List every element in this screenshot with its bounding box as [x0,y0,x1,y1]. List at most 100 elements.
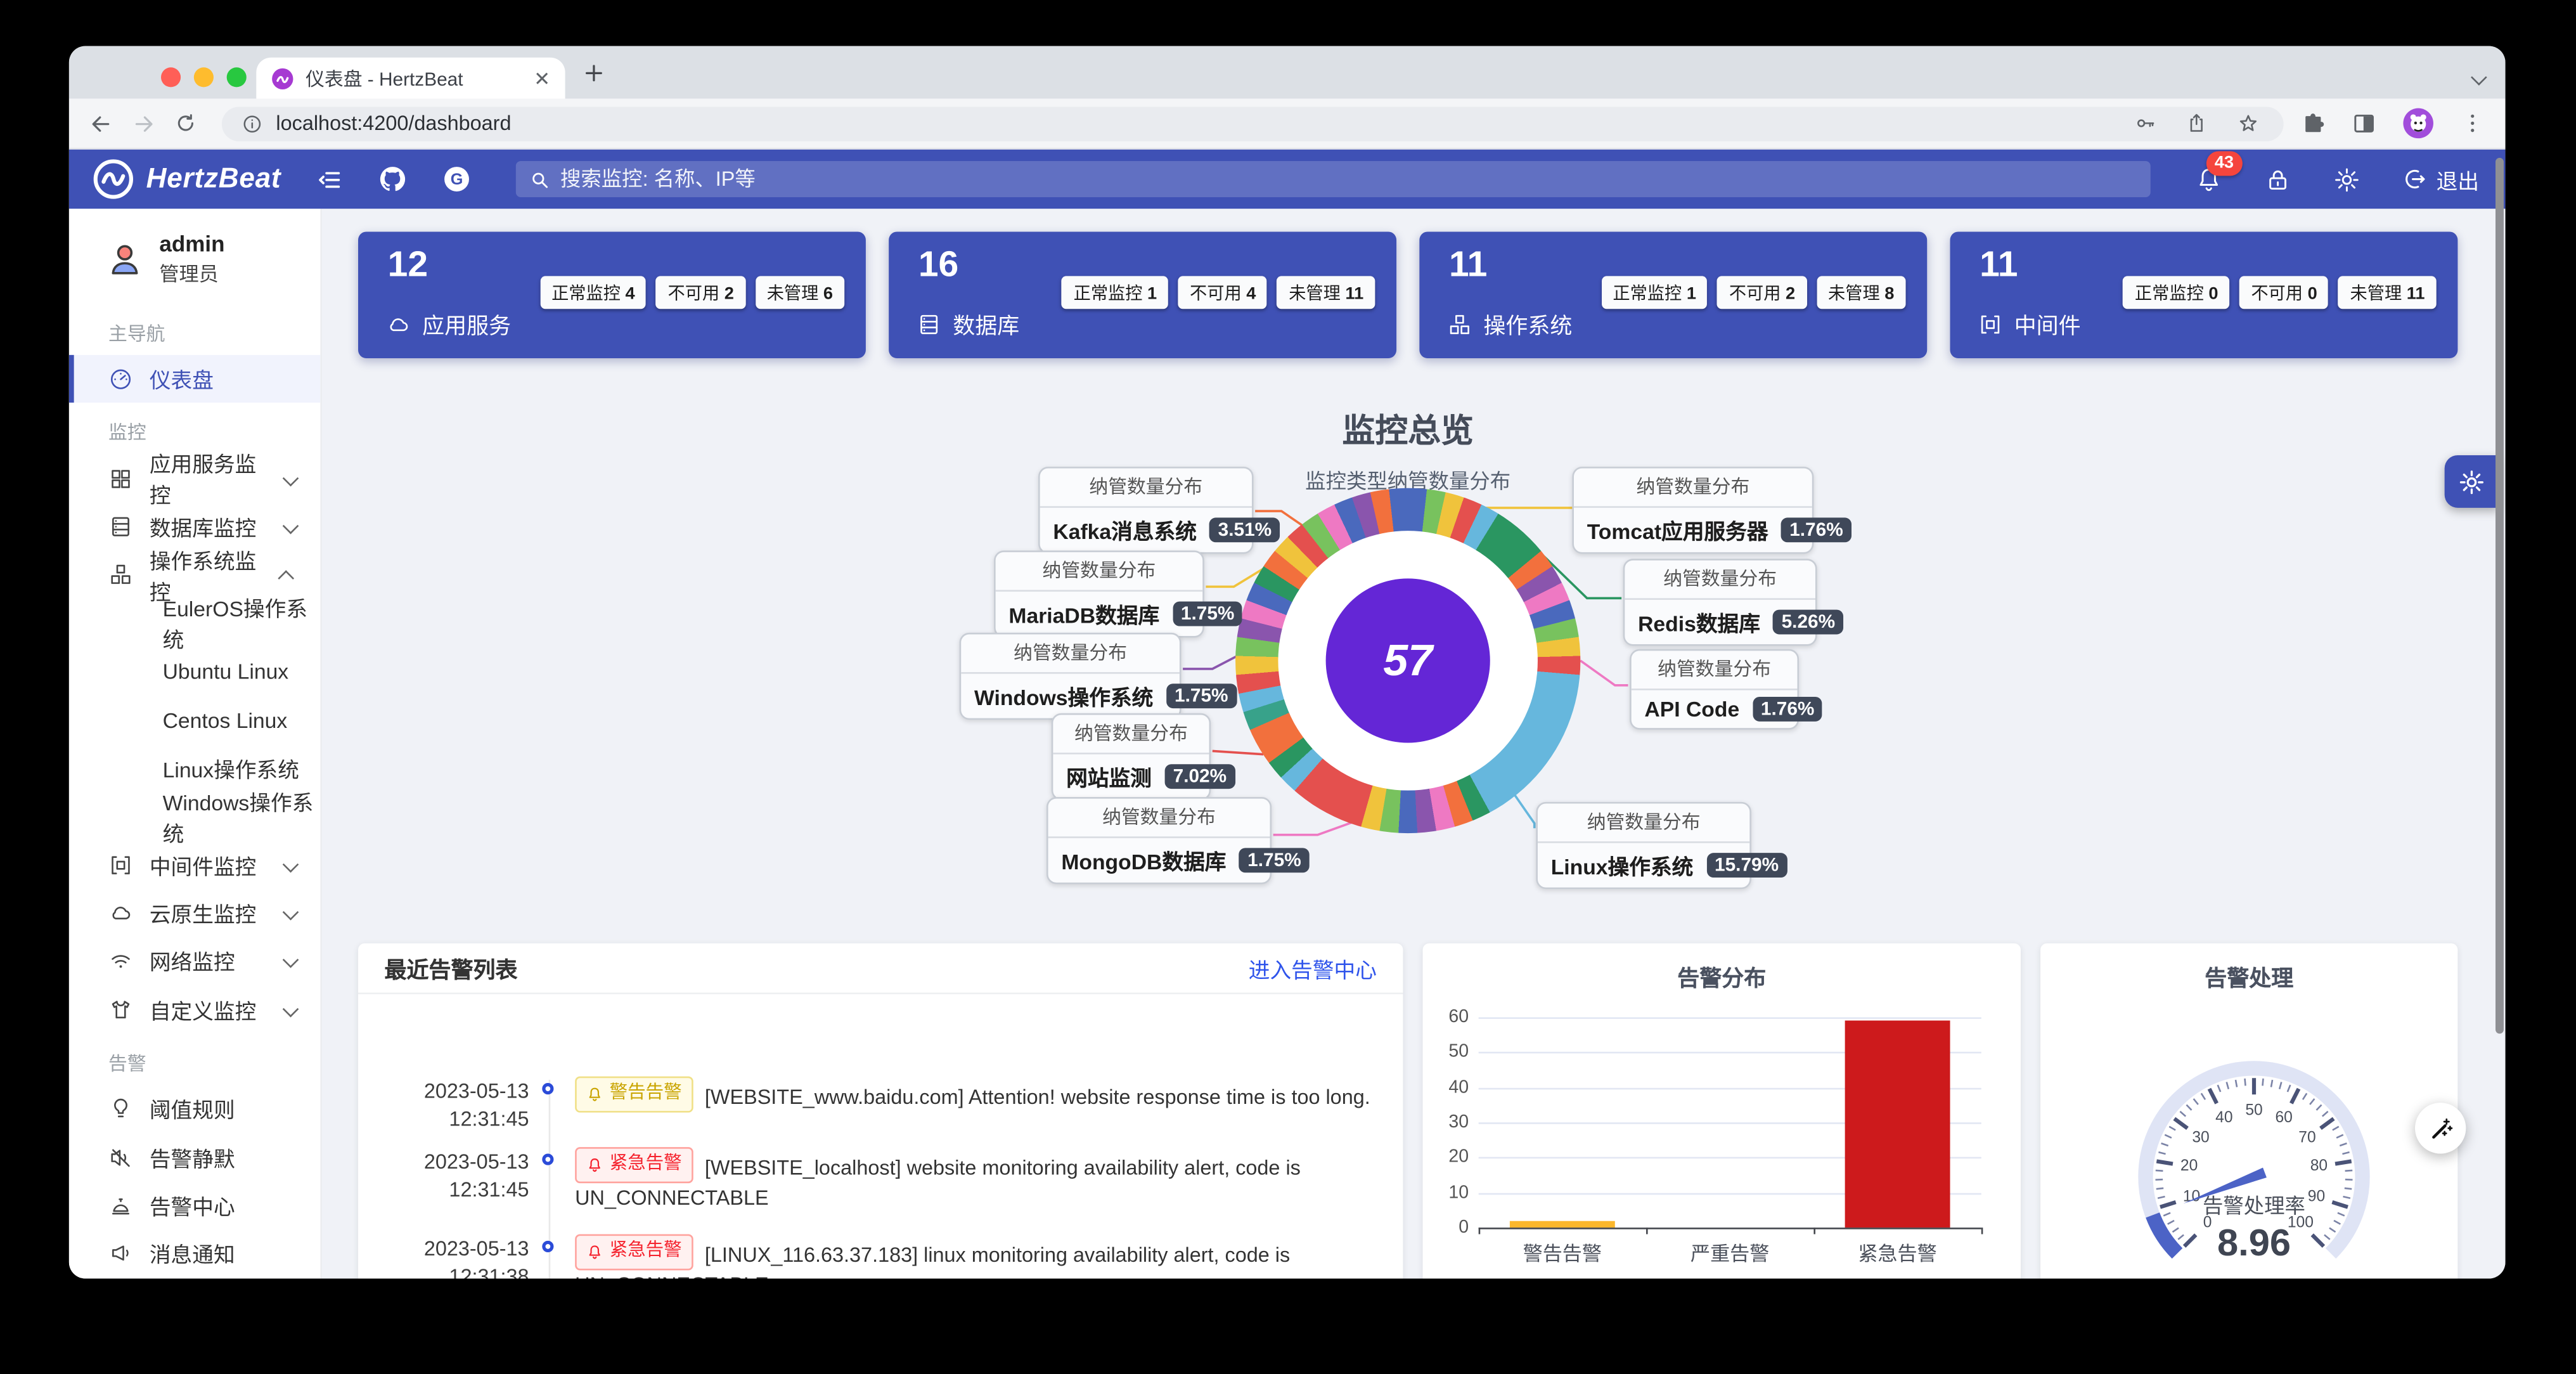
search-input[interactable] [560,167,2138,191]
gauge-value: 8.96 [2217,1221,2291,1264]
sidebar-item-自定义监控[interactable]: 自定义监控 [69,985,321,1034]
logo-icon [93,159,134,199]
bar-紧急告警[interactable] [1845,1020,1950,1228]
svg-text:20: 20 [2180,1157,2198,1174]
sidebar-item-阈值规则[interactable]: 阈值规则 [69,1085,321,1133]
sidebar-item-云原生监控[interactable]: 云原生监控 [69,889,321,937]
new-tab-button[interactable] [582,61,607,94]
minimize-window-button[interactable] [193,67,214,87]
sidebar-item-数据库监控[interactable]: 数据库监控 [69,503,321,551]
dashboard-content: 12 正常监控 4 不可用 2 未管理 6 应用服务 16 正常监控 1 不可用 4 未管理 1… [322,209,2506,1279]
sidebar-item-应用服务监控[interactable]: 应用服务监控 [69,452,321,508]
page-scrollbar[interactable] [2496,157,2504,1034]
stat-label: 操作系统 [1483,314,1573,339]
share-icon[interactable] [2185,111,2208,136]
settings-button[interactable] [2333,165,2360,193]
bookmark-star-icon[interactable] [2236,111,2260,136]
tab-close-icon[interactable]: ✕ [534,66,551,90]
theme-settings-fab[interactable] [2444,455,2499,508]
sidebar-item-告警中心[interactable]: 告警中心 [69,1181,321,1229]
callout-percent: 1.76% [1781,517,1852,543]
callout-name: Windows操作系统 [974,685,1154,710]
github-icon[interactable] [378,164,408,194]
sidebar-subitem-EulerOS操作系统[interactable]: EulerOS操作系统 [162,597,308,653]
alert-time: 2023-05-13 12:31:45 [423,1079,529,1131]
alert-level-tag: 紧急告警 [575,1147,693,1184]
timeline-dot [542,1083,554,1095]
sidebar-subitem-Windows操作系统[interactable]: Windows操作系统 [162,790,314,846]
notifications-button[interactable]: 43 [2195,150,2243,193]
stat-label: 应用服务 [422,314,512,339]
sidebar-item-网络监控[interactable]: 网络监控 [69,937,321,985]
sidebar-subitem-Linux操作系统[interactable]: Linux操作系统 [162,757,299,782]
user-profile[interactable]: admin 管理员 [69,209,321,304]
notify-icon [112,1246,129,1262]
tab-search-chevron-icon[interactable] [2471,64,2487,94]
sidebar-item-消息通知[interactable]: 消息通知 [69,1229,321,1278]
donut-chart[interactable]: 57 [1235,488,1581,834]
zoom-window-button[interactable] [226,67,247,87]
svg-text:30: 30 [2192,1129,2209,1146]
stat-card-操作系统[interactable]: 11 正常监控 1 不可用 2 未管理 8 操作系统 [1419,231,1928,359]
sidebar-item-中间件监控[interactable]: 中间件监控 [69,841,321,889]
stat-card-中间件[interactable]: 11 正常监控 0 不可用 0 未管理 11 中间件 [1950,231,2458,359]
lock-screen-button[interactable] [2264,165,2292,193]
bar-category-label: 警告告警 [1523,1242,1602,1266]
stat-badge: 未管理 8 [1816,276,1906,309]
browser-profile-avatar[interactable] [2402,107,2435,139]
callout-header: 纳管数量分布 [1631,651,1798,690]
alert-handling-panel: 告警处理 0 10 20 30 40 50 60 70 80 90 100 告警处理率 8.96 [2040,943,2458,1279]
donut-callout-MariaDB数据库: 纳管数量分布 MariaDB数据库 1.75% [994,550,1243,638]
browser-window: 仪表盘 - HertzBeat ✕ localhost:4200/dashboa… [68,46,2506,1279]
callout-header: 纳管数量分布 [1573,469,1812,508]
logout-button[interactable]: 退出 [2402,164,2479,195]
timeline-dot [542,1153,554,1165]
traffic-lights [161,67,247,87]
gitee-icon[interactable]: G [442,164,472,194]
address-bar[interactable]: localhost:4200/dashboard [221,106,2284,141]
hertzbeat-logo-icon[interactable] [92,158,134,200]
sidebar-item-仪表盘[interactable]: 仪表盘 [68,354,321,404]
sidebar-subitem-Centos Linux[interactable]: Centos Linux [162,707,288,732]
bar-警告告警[interactable] [1509,1221,1615,1228]
browser-menu-icon[interactable] [2459,110,2485,136]
stat-label: 数据库 [953,314,1020,339]
stat-number: 12 [387,243,428,285]
magic-wand-fab[interactable] [2415,1103,2466,1154]
monitor-overview-section: 监控总览 监控类型纳管数量分布 57 纳管数量分布 Kafka消息系统 3.51% 纳… [358,380,2457,943]
cloud-icon [390,317,408,330]
tab-favicon-icon [271,67,294,89]
callout-header: 纳管数量分布 [995,552,1203,592]
site-info-icon[interactable] [242,113,263,134]
stat-card-应用服务[interactable]: 12 正常监控 4 不可用 2 未管理 6 应用服务 [358,231,866,359]
goto-alert-center-link[interactable]: 进入告警中心 [1248,957,1377,982]
browser-tab[interactable]: 仪表盘 - HertzBeat ✕ [256,57,565,99]
database-icon [920,314,938,334]
svg-text:60: 60 [2275,1109,2292,1126]
extensions-icon[interactable] [2300,110,2326,136]
gitee-icon: G [444,167,470,191]
callout-name: 网站监测 [1066,765,1152,791]
stat-badge: 不可用 0 [2239,276,2329,309]
stat-badge: 正常监控 1 [1601,276,1708,309]
forward-button[interactable] [131,111,156,136]
stat-card-数据库[interactable]: 16 正常监控 1 不可用 4 未管理 11 数据库 [889,231,1397,359]
svg-text:90: 90 [2308,1188,2325,1205]
collapse-icon [319,171,340,187]
panel-icon [2354,114,2374,133]
side-panel-icon[interactable] [2351,110,2377,136]
donut-callout-网站监测: 纳管数量分布 网站监测 7.02% [1051,713,1235,801]
sidebar-subitem-Ubuntu Linux[interactable]: Ubuntu Linux [162,659,289,684]
collapse-menu-icon[interactable] [316,165,344,193]
sidebar-item-操作系统监控[interactable]: 操作系统监控 [69,548,321,604]
close-window-button[interactable] [161,67,181,87]
reload-button[interactable] [174,112,197,134]
back-button[interactable] [89,111,113,136]
sidebar-item-告警静默[interactable]: 告警静默 [69,1133,321,1181]
callout-header: 纳管数量分布 [1053,715,1209,755]
stat-badge: 未管理 11 [1277,276,1375,309]
password-key-icon[interactable] [2134,111,2157,136]
search-box[interactable] [515,161,2151,198]
sidebar-section-label: 主导航 [108,325,165,346]
